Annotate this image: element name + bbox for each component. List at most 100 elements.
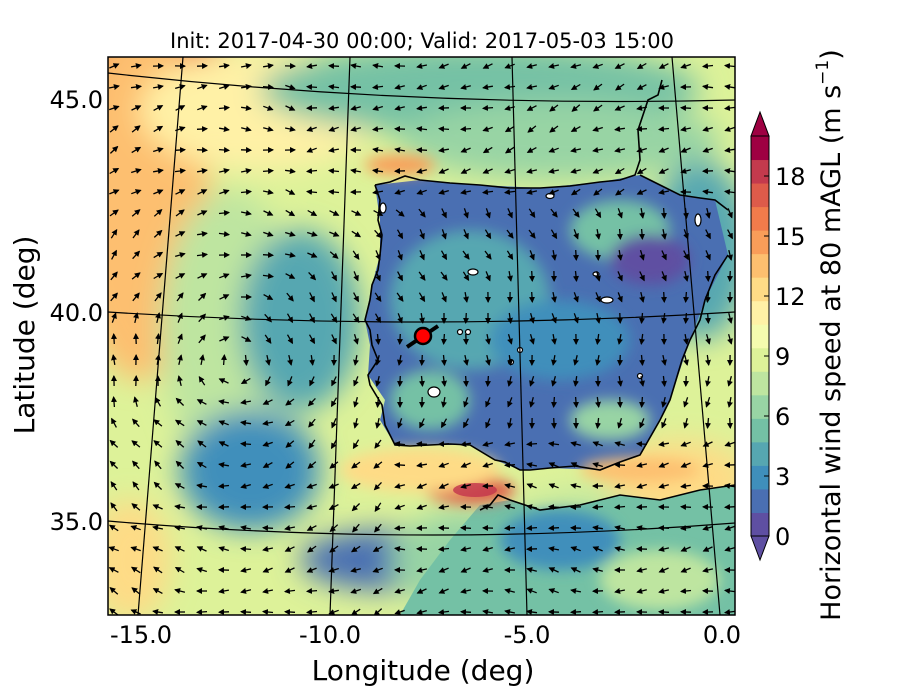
colorbar-label-main: Horizontal wind speed at 80 mAGL (m s [816,85,847,621]
wind-arrow [592,462,603,468]
wind-arrow [329,210,340,216]
wind-arrow [372,168,384,174]
wind-arrow [438,189,449,195]
wind-arrow [548,462,559,468]
wind-arrow [307,397,316,407]
wind-arrow [285,398,295,406]
wind-arrow [438,546,450,552]
wind-arrow [416,462,428,468]
wind-arrow [482,146,493,154]
wind-arrow [570,609,582,615]
wind-arrow [526,84,538,90]
wind-arrow [240,546,252,552]
wind-arrow [375,375,381,387]
wind-arrow [328,588,339,594]
wind-arrow [570,63,582,69]
wind-arrow [240,189,252,195]
wind-arrow [548,147,559,153]
wind-arrow [353,271,359,282]
wind-arrow [570,483,582,489]
wind-arrow [658,147,669,153]
wind-arrow [507,417,513,429]
wind-arrow [286,292,294,302]
wind-arrow [394,84,405,90]
wind-arrow [263,294,274,300]
wind-arrow [175,252,186,258]
wind-arrow [658,84,669,90]
wind-arrow [219,294,230,300]
colorbar-band [751,324,769,349]
wind-arrow [152,168,164,174]
wind-arrow [727,270,733,282]
wind-arrow [617,333,623,345]
wind-arrow [155,312,161,324]
wind-arrow [441,229,447,240]
wind-arrow [307,545,317,553]
wind-arrow [109,460,119,469]
wind-arrow [485,375,491,387]
wind-arrow [614,546,625,552]
wind-arrow [309,313,315,324]
wind-arrow [460,609,472,615]
wind-arrow [353,334,359,345]
wind-arrow [463,375,469,387]
wind-arrow [727,312,733,324]
wind-arrow [306,525,317,531]
wind-arrow [328,483,339,489]
wind-arrow [175,105,186,111]
wind-arrow [485,418,491,429]
wind-arrow [109,145,119,154]
wind-arrow [482,189,494,195]
wind-arrow [702,63,714,69]
wind-arrow [485,397,491,408]
wind-arrow [416,147,428,153]
wind-arrow [111,354,117,366]
x-axis-title: Longitude (deg) [312,654,535,687]
wind-arrow [592,567,603,573]
wind-arrow [724,504,735,510]
wind-arrow [329,231,340,237]
wind-arrow [196,147,208,153]
wind-arrow [353,354,359,366]
wind-arrow [264,334,272,344]
wind-arrow [110,271,118,281]
wind-arrow [284,588,296,594]
wind-arrow [727,249,733,261]
wind-arrow [705,207,711,219]
wind-arrow [286,313,294,324]
wind-arrow [416,126,428,132]
wind-arrow [196,461,207,469]
wind-arrow [353,418,359,429]
wind-arrow [375,271,381,282]
wind-arrow [241,336,252,342]
wind-arrow [418,292,426,303]
wind-arrow [375,396,381,408]
wind-arrow [617,271,623,282]
wind-arrow [614,588,626,594]
wind-arrow [111,333,117,345]
wind-arrow [196,420,207,426]
wind-arrow [262,273,274,279]
wind-arrow [440,271,448,281]
wind-arrow [636,105,648,111]
wind-arrow [174,147,186,153]
wind-arrow [526,609,538,615]
wind-arrow [529,250,535,261]
wind-arrow [636,483,647,489]
wind-arrow [724,63,735,69]
wind-arrow [702,546,713,552]
wind-arrow [571,104,581,112]
wind-arrow [350,168,362,174]
wind-arrow [352,439,360,450]
wind-arrow [175,209,185,217]
wind-arrow [241,231,252,237]
wind-arrow [353,397,359,408]
wind-arrow [284,126,296,132]
wind-arrow [196,525,208,531]
wind-arrow [218,210,230,216]
wind-arrow [636,167,647,175]
wind-arrow [683,333,689,345]
colorbar-tick-label: 0 [775,523,790,551]
wind-arrow [658,63,669,69]
wind-arrow [617,418,623,429]
